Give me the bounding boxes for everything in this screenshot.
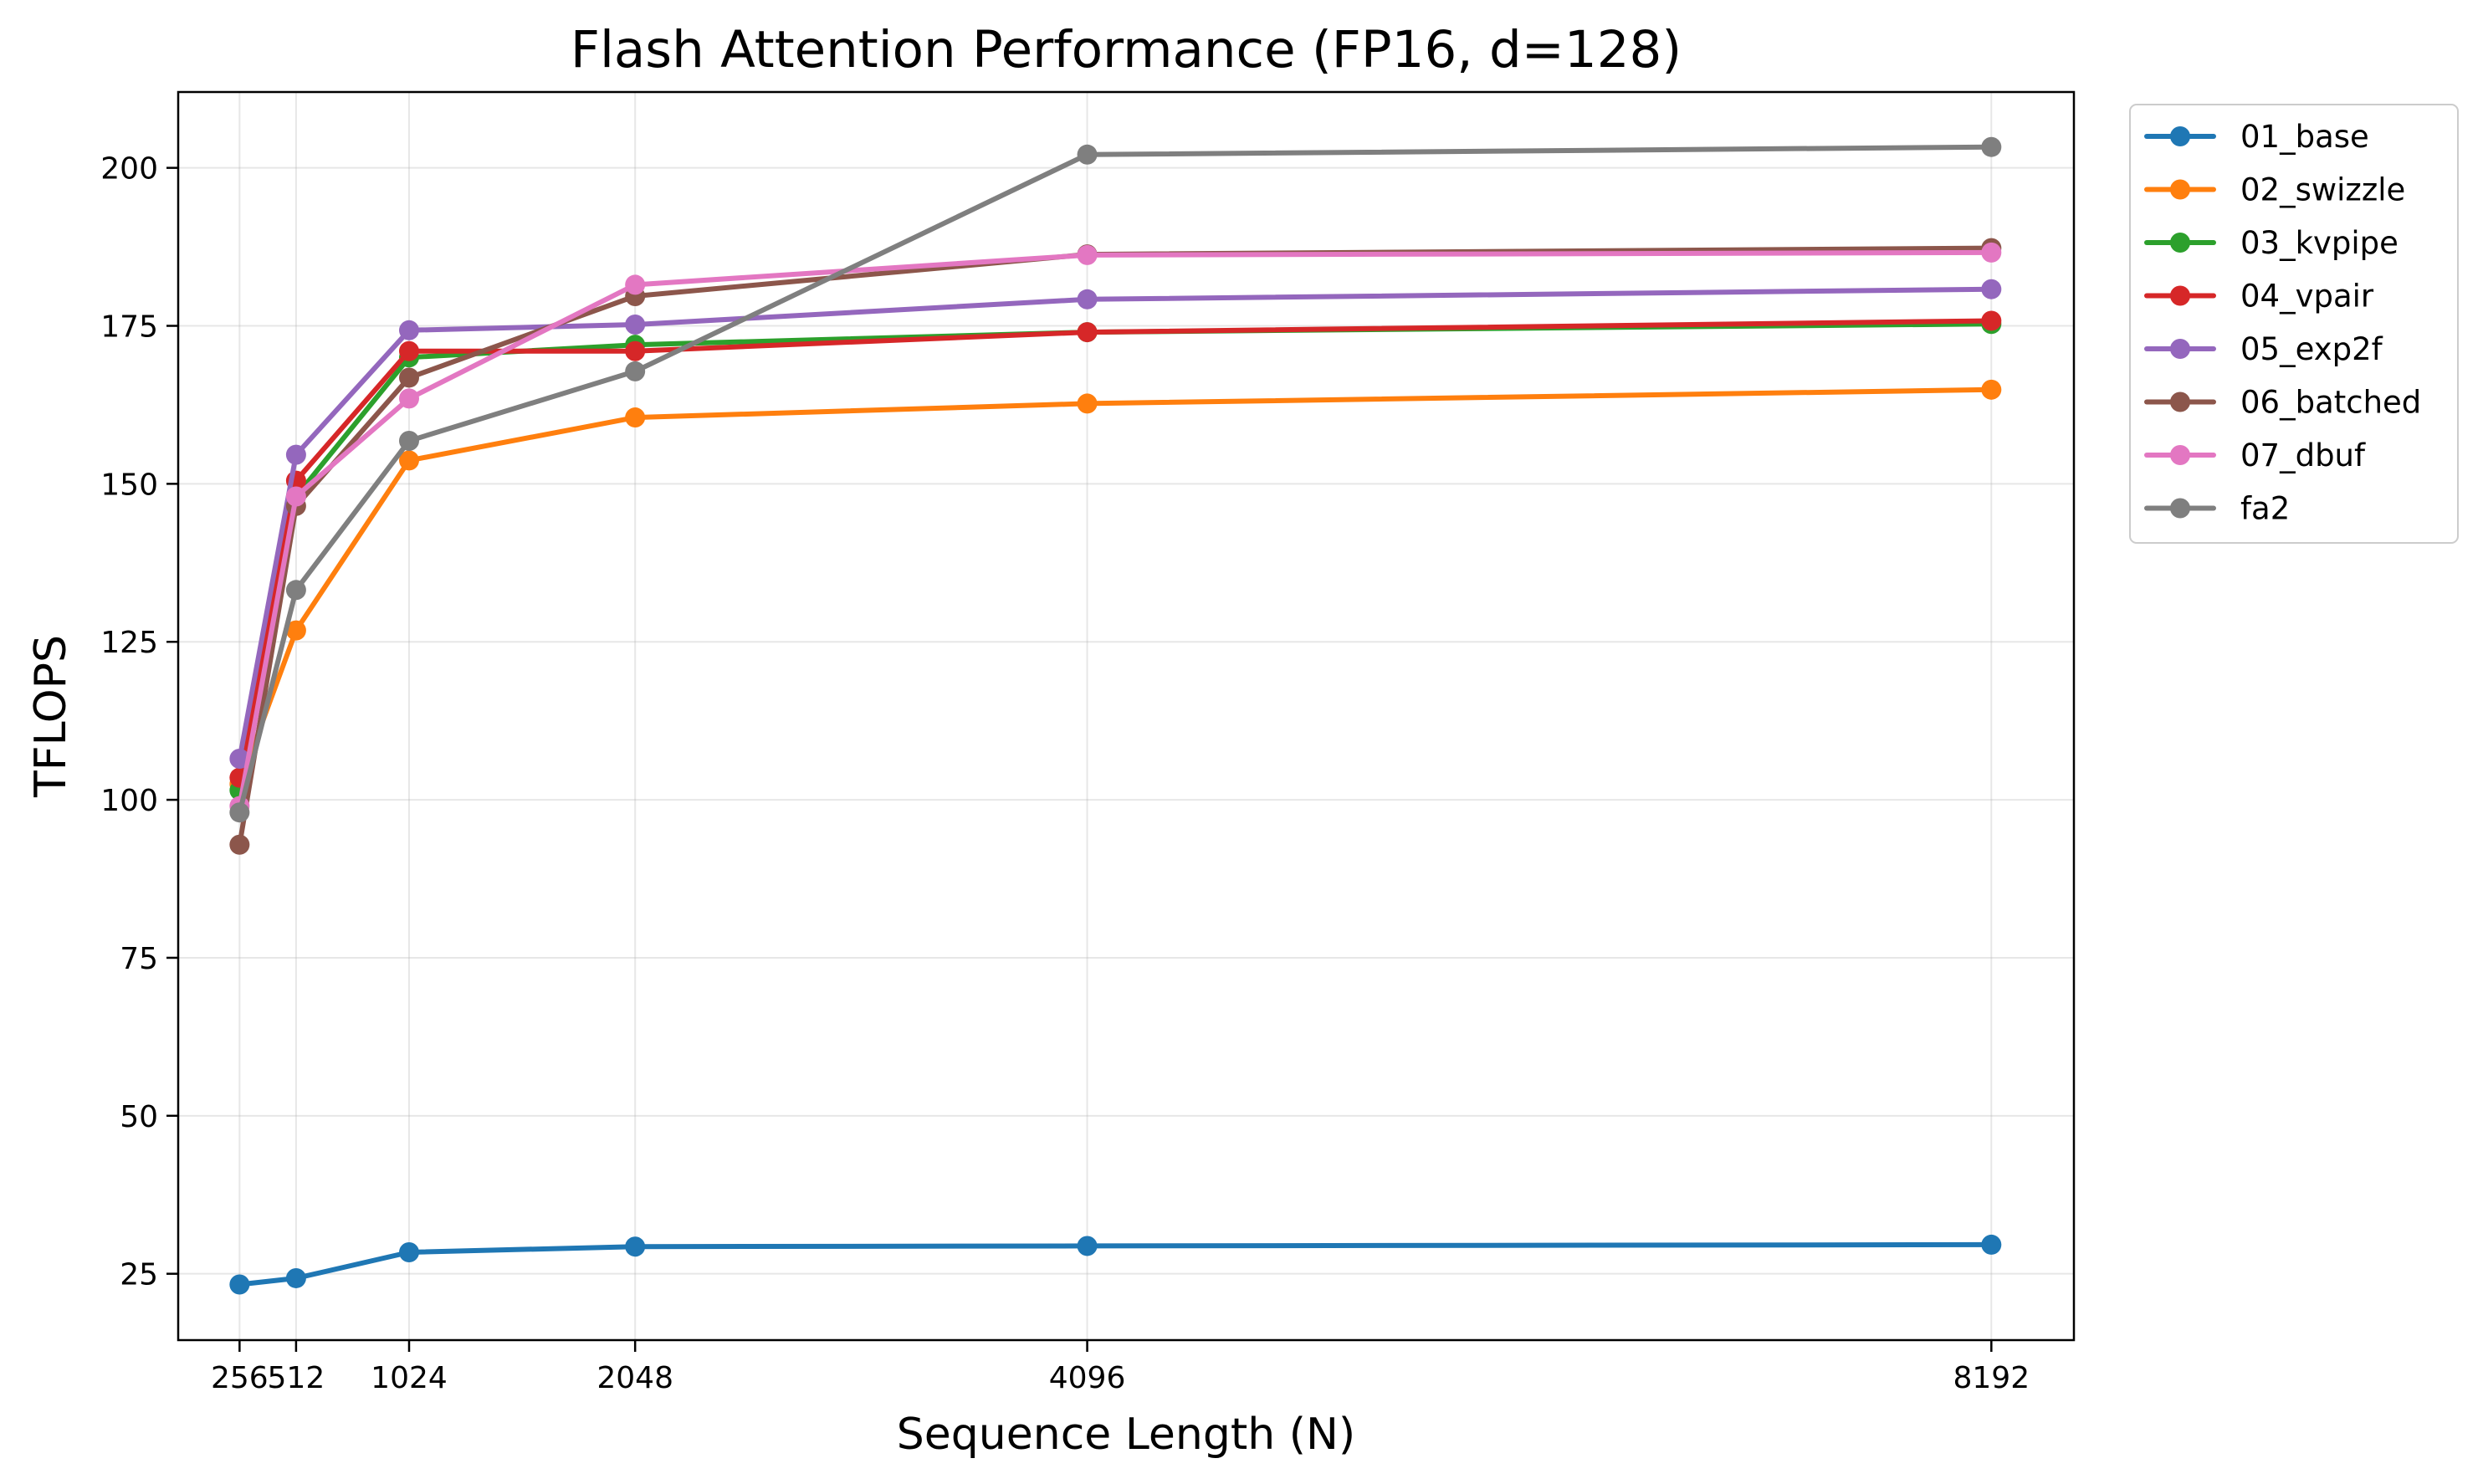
data-point-fa2 [398,431,419,452]
legend-item-06_batched: 06_batched [2144,385,2421,421]
y-tick-label: 50 [120,1100,158,1134]
data-point-05_exp2f [1077,289,1098,310]
data-point-01_base [1077,1236,1098,1256]
data-point-07_dbuf [625,274,646,295]
data-point-02_swizzle [625,407,646,428]
y-tick-label: 100 [100,784,158,818]
data-point-01_base [285,1267,306,1288]
plot-frame [177,90,2076,1342]
data-point-01_base [625,1236,646,1257]
data-point-07_dbuf [1077,244,1098,265]
data-point-05_exp2f [229,748,250,769]
legend-label: 02_swizzle [2240,172,2405,208]
data-point-04_vpair [1981,310,2002,331]
legend-marker [2170,391,2190,412]
data-point-05_exp2f [1981,279,2002,299]
legend-marker [2170,445,2190,465]
legend-marker [2170,498,2190,519]
data-point-fa2 [625,361,646,381]
legend-label: fa2 [2240,491,2290,527]
legend-item-03_kvpipe: 03_kvpipe [2144,225,2399,261]
y-tick-label: 25 [120,1258,158,1292]
series-fa2 [229,136,2002,823]
data-point-05_exp2f [625,315,646,335]
data-point-01_base [398,1241,419,1262]
legend-item-05_exp2f: 05_exp2f [2144,331,2383,367]
series-01_base [229,1234,2002,1295]
legend: 01_base 02_swizzle 03_kvpipe 04_vpair 05_exp… [2129,104,2459,544]
data-point-02_swizzle [1981,379,2002,400]
y-tick-label: 150 [100,468,158,502]
legend-marker [2170,285,2190,306]
data-point-02_swizzle [1077,393,1098,414]
x-tick-label: 2048 [596,1361,673,1395]
data-point-05_exp2f [398,320,419,340]
data-point-01_base [1981,1234,2002,1255]
x-tick-label: 8192 [1953,1361,2030,1395]
data-point-fa2 [229,802,250,823]
legend-item-02_swizzle: 02_swizzle [2144,172,2405,208]
x-tick-label: 1024 [371,1361,448,1395]
data-point-fa2 [1981,136,2002,157]
legend-label: 07_dbuf [2240,438,2366,473]
series-line-07_dbuf [237,249,1994,809]
legend-label: 04_vpair [2240,279,2374,315]
legend-box [2129,104,2459,544]
y-tick-label: 125 [100,626,158,660]
data-point-07_dbuf [285,486,306,507]
data-point-07_dbuf [1981,242,2002,263]
data-point-06_batched [229,834,250,855]
y-tick-label: 200 [100,152,158,187]
series-line-fa2 [237,144,1994,816]
x-tick-label: 256 [211,1361,269,1395]
data-point-04_vpair [1077,322,1098,343]
legend-item-01_base: 01_base [2144,119,2369,155]
legend-marker [2170,126,2190,146]
legend-label: 01_base [2240,119,2369,155]
legend-marker [2170,233,2190,253]
legend-item-07_dbuf: 07_dbuf [2144,438,2366,473]
series-line-02_swizzle [237,386,1994,787]
data-point-04_vpair [398,340,419,361]
data-point-02_swizzle [398,450,419,471]
series-04_vpair [229,310,2002,788]
grid [178,92,2074,1340]
y-tick-label: 175 [100,310,158,345]
y-axis-label: TFLOPS [26,635,76,798]
series-line-04_vpair [237,318,1994,780]
chart-title: Flash Attention Performance (FP16, d=128… [571,20,1682,79]
series-layer [229,136,2002,1295]
legend-marker [2170,179,2190,200]
data-point-05_exp2f [285,444,306,465]
x-axis-label: Sequence Length (N) [897,1410,1355,1460]
legend-label: 05_exp2f [2240,331,2383,367]
x-tick-label: 512 [268,1361,325,1395]
legend-label: 03_kvpipe [2240,225,2399,261]
data-point-07_dbuf [398,388,419,409]
legend-marker [2170,339,2190,359]
data-point-fa2 [1077,144,1098,165]
y-tick-label: 75 [120,942,158,976]
x-tick-label: 4096 [1049,1361,1126,1395]
legend-item-fa2: fa2 [2144,491,2290,527]
data-point-04_vpair [625,340,646,361]
legend-label: 06_batched [2240,385,2421,421]
data-point-06_batched [398,367,419,388]
legend-item-04_vpair: 04_vpair [2144,279,2374,315]
data-point-02_swizzle [285,620,306,641]
data-point-fa2 [285,580,306,601]
data-point-01_base [229,1274,250,1295]
